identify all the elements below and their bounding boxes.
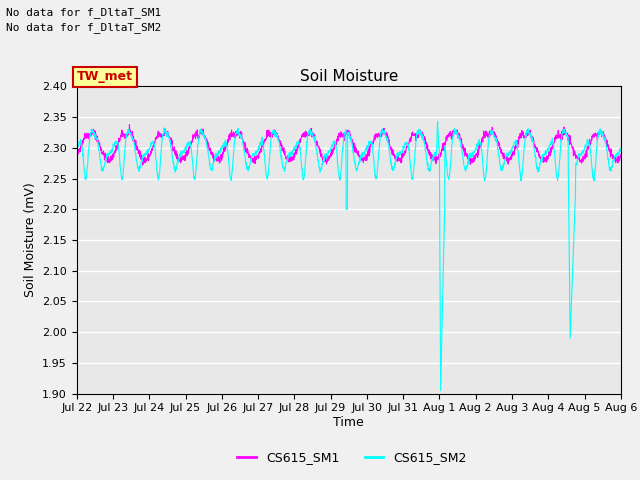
Title: Soil Moisture: Soil Moisture — [300, 69, 398, 84]
Text: No data for f_DltaT_SM1: No data for f_DltaT_SM1 — [6, 7, 162, 18]
Y-axis label: Soil Moisture (mV): Soil Moisture (mV) — [24, 182, 36, 298]
X-axis label: Time: Time — [333, 416, 364, 429]
Text: No data for f_DltaT_SM2: No data for f_DltaT_SM2 — [6, 22, 162, 33]
Text: TW_met: TW_met — [77, 71, 133, 84]
Legend: CS615_SM1, CS615_SM2: CS615_SM1, CS615_SM2 — [232, 446, 472, 469]
